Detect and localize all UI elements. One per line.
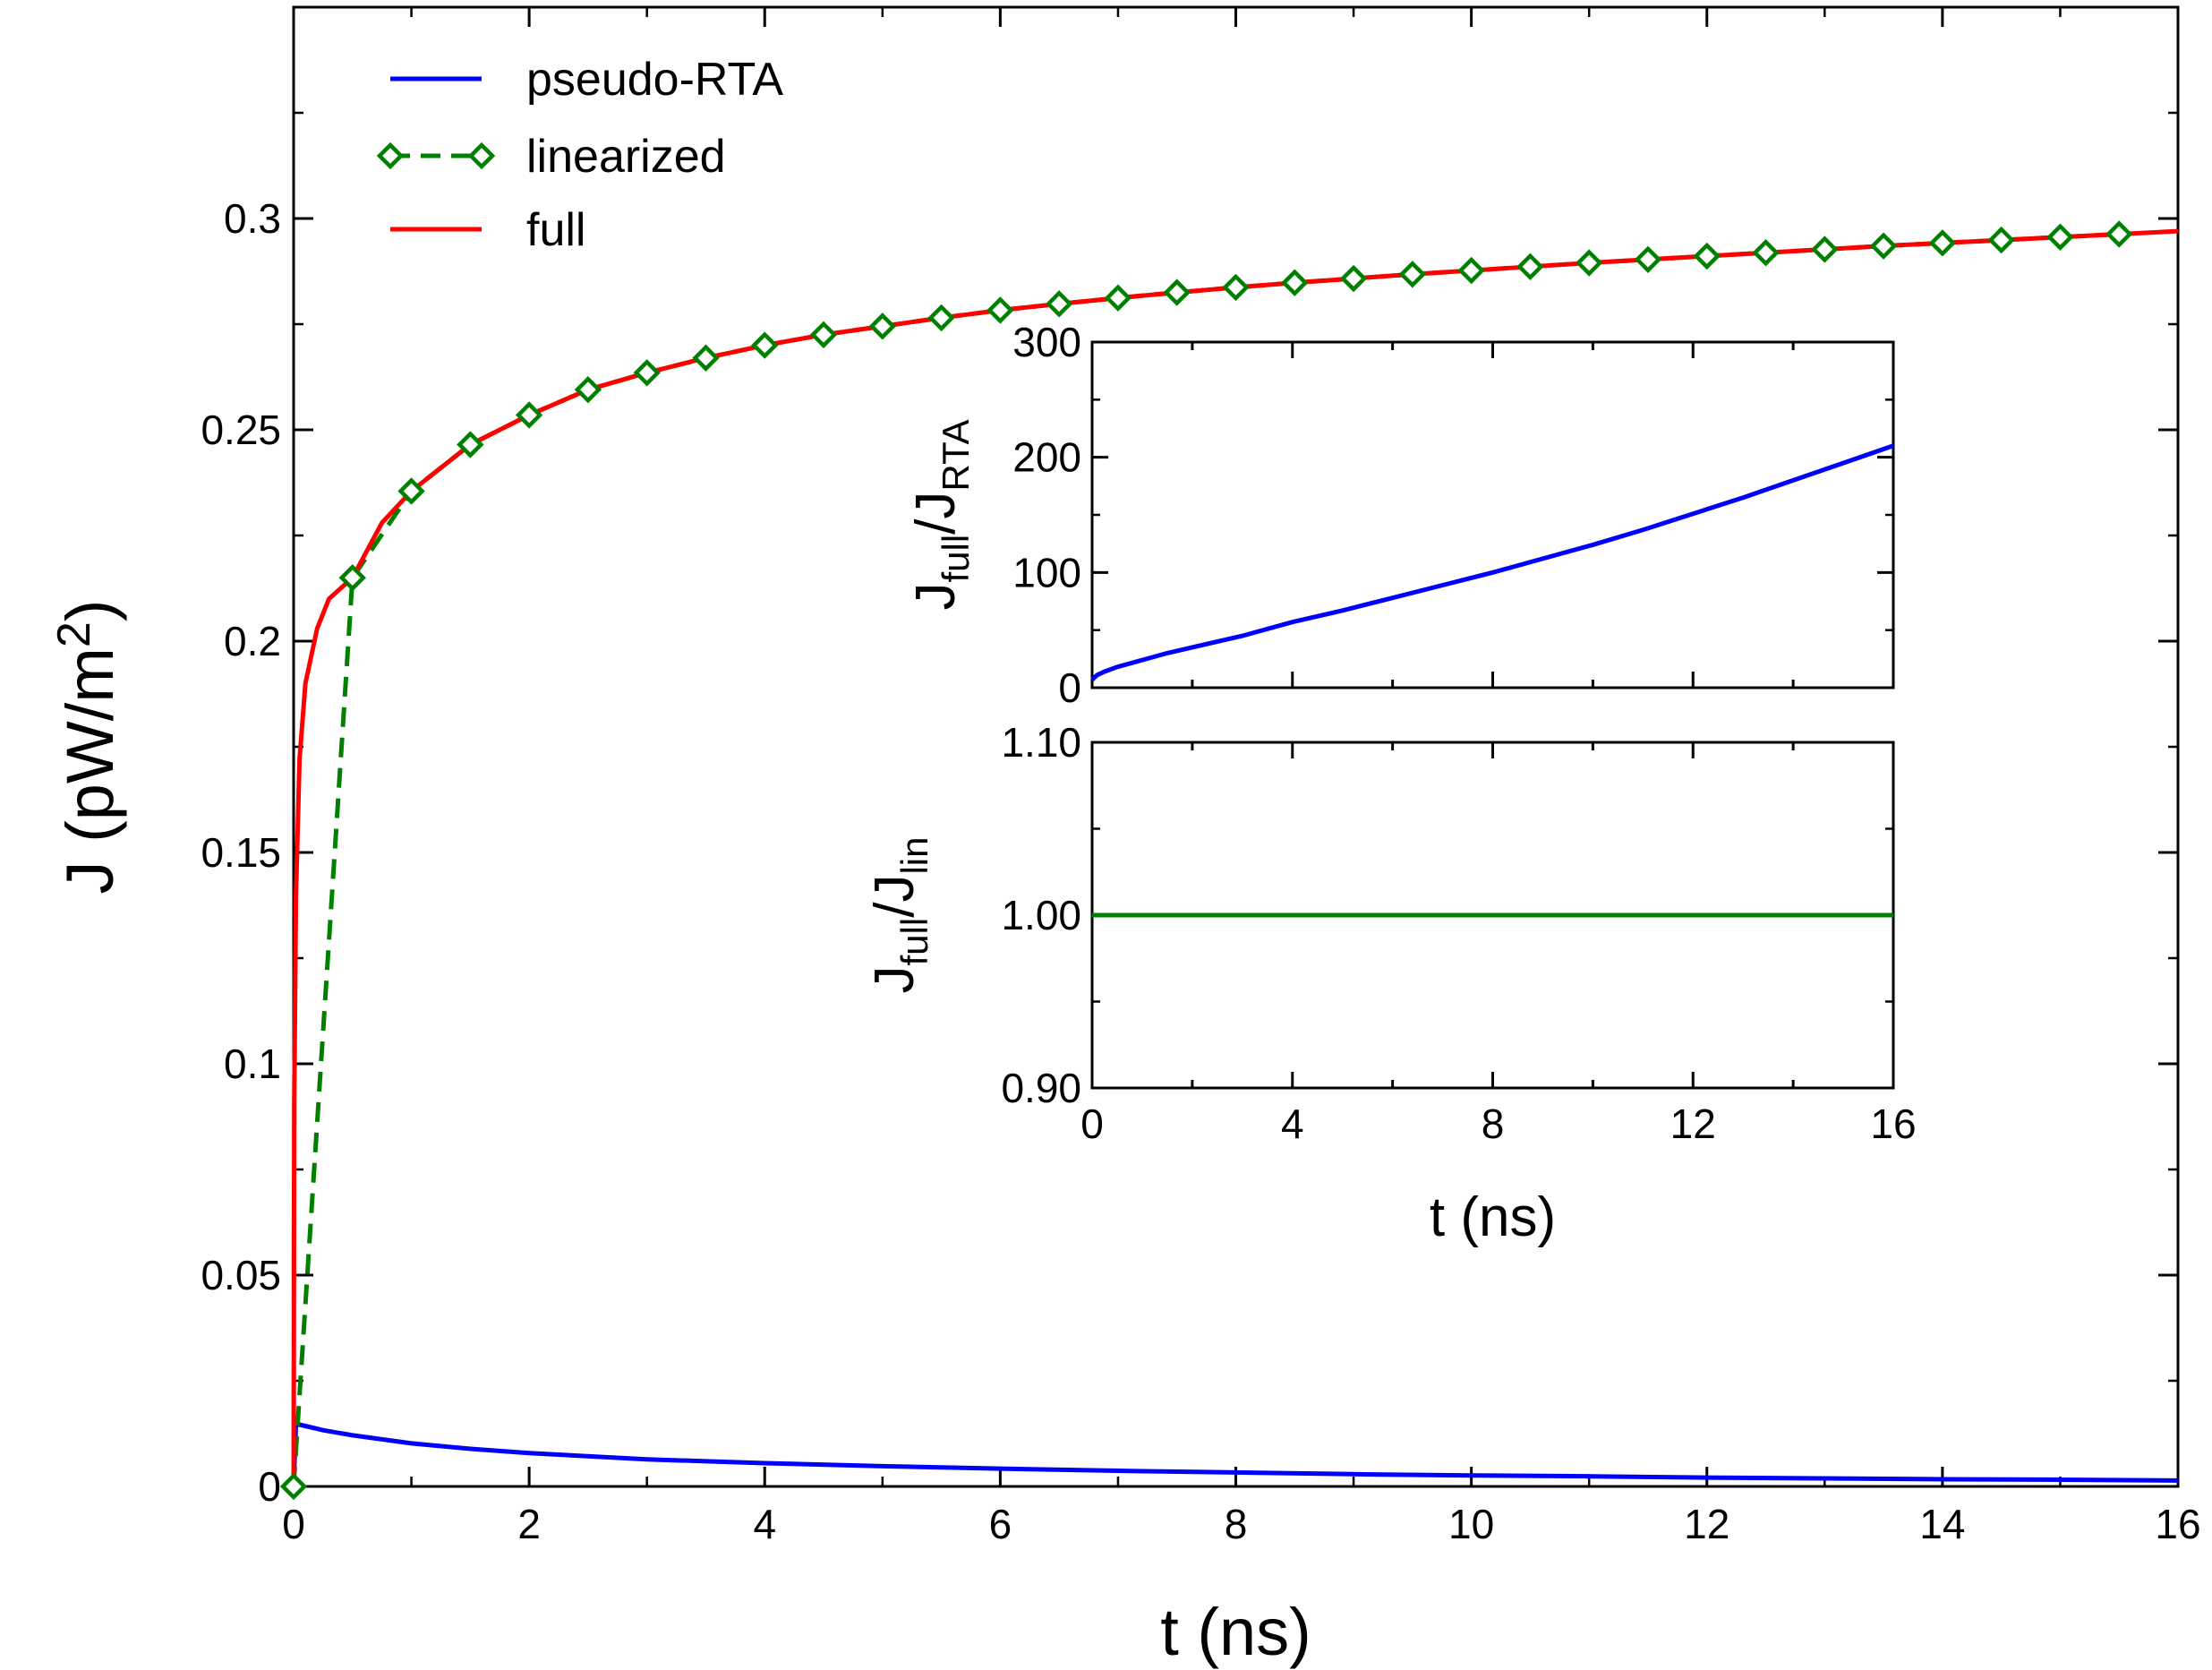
main-y-axis-title-base: J (pW/m [53,647,127,894]
main-x-tick-label: 0 [282,1501,305,1547]
inset-bottom-y-title-b: /J [864,875,926,918]
inset-bottom-y-tick-label: 0.90 [1001,1065,1081,1111]
inset-bottom-chart: 0.90 1.00 1.10 0 4 8 12 16 t (ns) Jfull/Jlin [864,719,1917,1248]
inset-top-y-title-b-sub: RTA [935,419,977,491]
inset-bottom-ticks: 0.90 1.00 1.10 0 4 8 12 16 [1001,719,1916,1147]
series-linearized-point [2105,220,2133,248]
series-linearized-point [1045,290,1073,318]
series-linearized-point [1398,261,1427,288]
inset-bottom-y-tick-label: 1.10 [1001,719,1081,766]
legend-label: linearized [526,131,726,183]
inset-top-y-title-b: /J [905,492,967,535]
series-linearized-point [1104,284,1132,312]
main-x-tick-label: 8 [1225,1501,1248,1547]
main-y-axis-title-superscript: 2 [48,621,100,647]
series-linearized-point [1222,273,1250,302]
series-linearized-point [1869,232,1898,260]
series-linearized-point [2046,223,2074,251]
series-linearized-point [1752,239,1780,267]
inset-top-plot-frame [1090,340,1895,689]
main-y-tick-label: 0.05 [201,1252,281,1298]
series-linearized-point [457,431,484,458]
main-y-tick-label: 0.3 [224,195,281,242]
series-linearized-point [1693,242,1721,270]
series-linearized-point [868,313,896,340]
main-series [279,220,2179,1501]
series-linearized-point [1576,249,1603,277]
main-ticks: 0 2 4 6 8 10 12 14 16 0 0.05 0.1 0.15 0.2 0.25 0.3 [201,7,2201,1547]
main-x-tick-label: 4 [753,1501,776,1547]
series-linearized-point [986,296,1014,324]
legend-item: linearized [376,131,726,183]
inset-bottom-x-tick-label: 16 [1870,1100,1916,1147]
inset-bottom-y-axis-title: Jfull/Jlin [864,837,935,994]
series-linearized-point [397,477,425,505]
inset-bottom-x-axis-title: t (ns) [1430,1186,1556,1248]
inset-top-y-tick-label: 100 [1012,549,1081,595]
inset-top-y-tick-label: 300 [1012,319,1081,365]
legend-swatch-marker [467,141,496,170]
series-linearized-point [927,304,955,332]
inset-top-y-tick-label: 0 [1058,664,1081,711]
series-linearized-point [515,401,543,429]
series-linearized-point [1281,269,1309,296]
inset-top-y-axis-title: Jfull/JRTA [905,419,977,610]
inset-bottom-y-title-b-sub: lin [893,837,935,875]
main-x-tick-label: 6 [989,1501,1012,1547]
series-linearized-point [633,359,661,387]
series-linearized-point [1516,253,1544,280]
main-y-axis-title: J (pW/m2) [48,600,127,895]
legend-label: full [526,204,585,256]
series-pseudo-rta-line [291,1421,2179,1487]
main-x-tick-label: 2 [517,1501,541,1547]
main-y-tick-label: 0.1 [224,1041,281,1087]
inset-top-chart: 0 100 200 300 Jfull/JRTA [905,319,1895,711]
legend: pseudo-RTA linearized full [376,54,783,256]
inset-bottom-y-title-a-sub: full [893,918,935,966]
series-linearized-point [751,331,779,359]
main-x-tick-label: 16 [2155,1501,2200,1547]
main-y-tick-label: 0.2 [224,618,281,664]
legend-item: full [390,204,585,256]
series-linearized-point [574,375,602,404]
main-y-axis-title-tail: ) [53,600,127,622]
series-linearized-point [809,321,838,348]
inset-bottom-x-tick-label: 0 [1080,1100,1104,1147]
series-linearized-point [1457,256,1485,285]
inset-top-ratio-line [1090,443,1894,681]
inset-top-y-tick-label: 200 [1012,434,1081,481]
series-linearized-point [1987,226,2015,254]
inset-top-ticks: 0 100 200 300 [1012,319,1895,711]
inset-top-y-title-a-sub: full [935,535,977,583]
series-linearized-point [1163,278,1191,306]
inset-bottom-x-tick-label: 8 [1482,1100,1505,1147]
inset-bottom-x-tick-label: 12 [1670,1100,1716,1147]
main-y-tick-label: 0.15 [201,829,281,876]
main-x-tick-label: 12 [1684,1501,1729,1547]
main-x-tick-label: 14 [1919,1501,1965,1547]
inset-bottom-y-title-a: J [864,965,926,993]
series-linearized-point [279,1472,308,1501]
series-linearized-point [1928,229,1957,257]
main-x-tick-label: 10 [1448,1501,1494,1547]
main-chart: 0 2 4 6 8 10 12 14 16 0 0.05 0.1 0.15 0.2 0.25 0.3 t (n… [48,5,2201,1669]
main-y-tick-label: 0.25 [201,407,281,453]
inset-bottom-x-tick-label: 4 [1281,1100,1304,1147]
main-x-axis-title: t (ns) [1160,1595,1311,1669]
inset-top-y-title-a: J [905,583,967,611]
series-linearized-point [1339,264,1368,293]
series-linearized-point [1634,245,1662,273]
main-y-tick-label: 0 [258,1463,281,1510]
series-linearized-point [1811,236,1839,263]
legend-label: pseudo-RTA [526,54,783,106]
inset-bottom-y-tick-label: 1.00 [1001,892,1081,938]
legend-item: pseudo-RTA [390,54,783,106]
series-full-line [291,228,2179,1487]
series-linearized-point [338,564,366,592]
series-linearized-point [692,344,720,372]
inset-top-series [1090,443,1894,681]
legend-swatch-marker [376,141,405,170]
